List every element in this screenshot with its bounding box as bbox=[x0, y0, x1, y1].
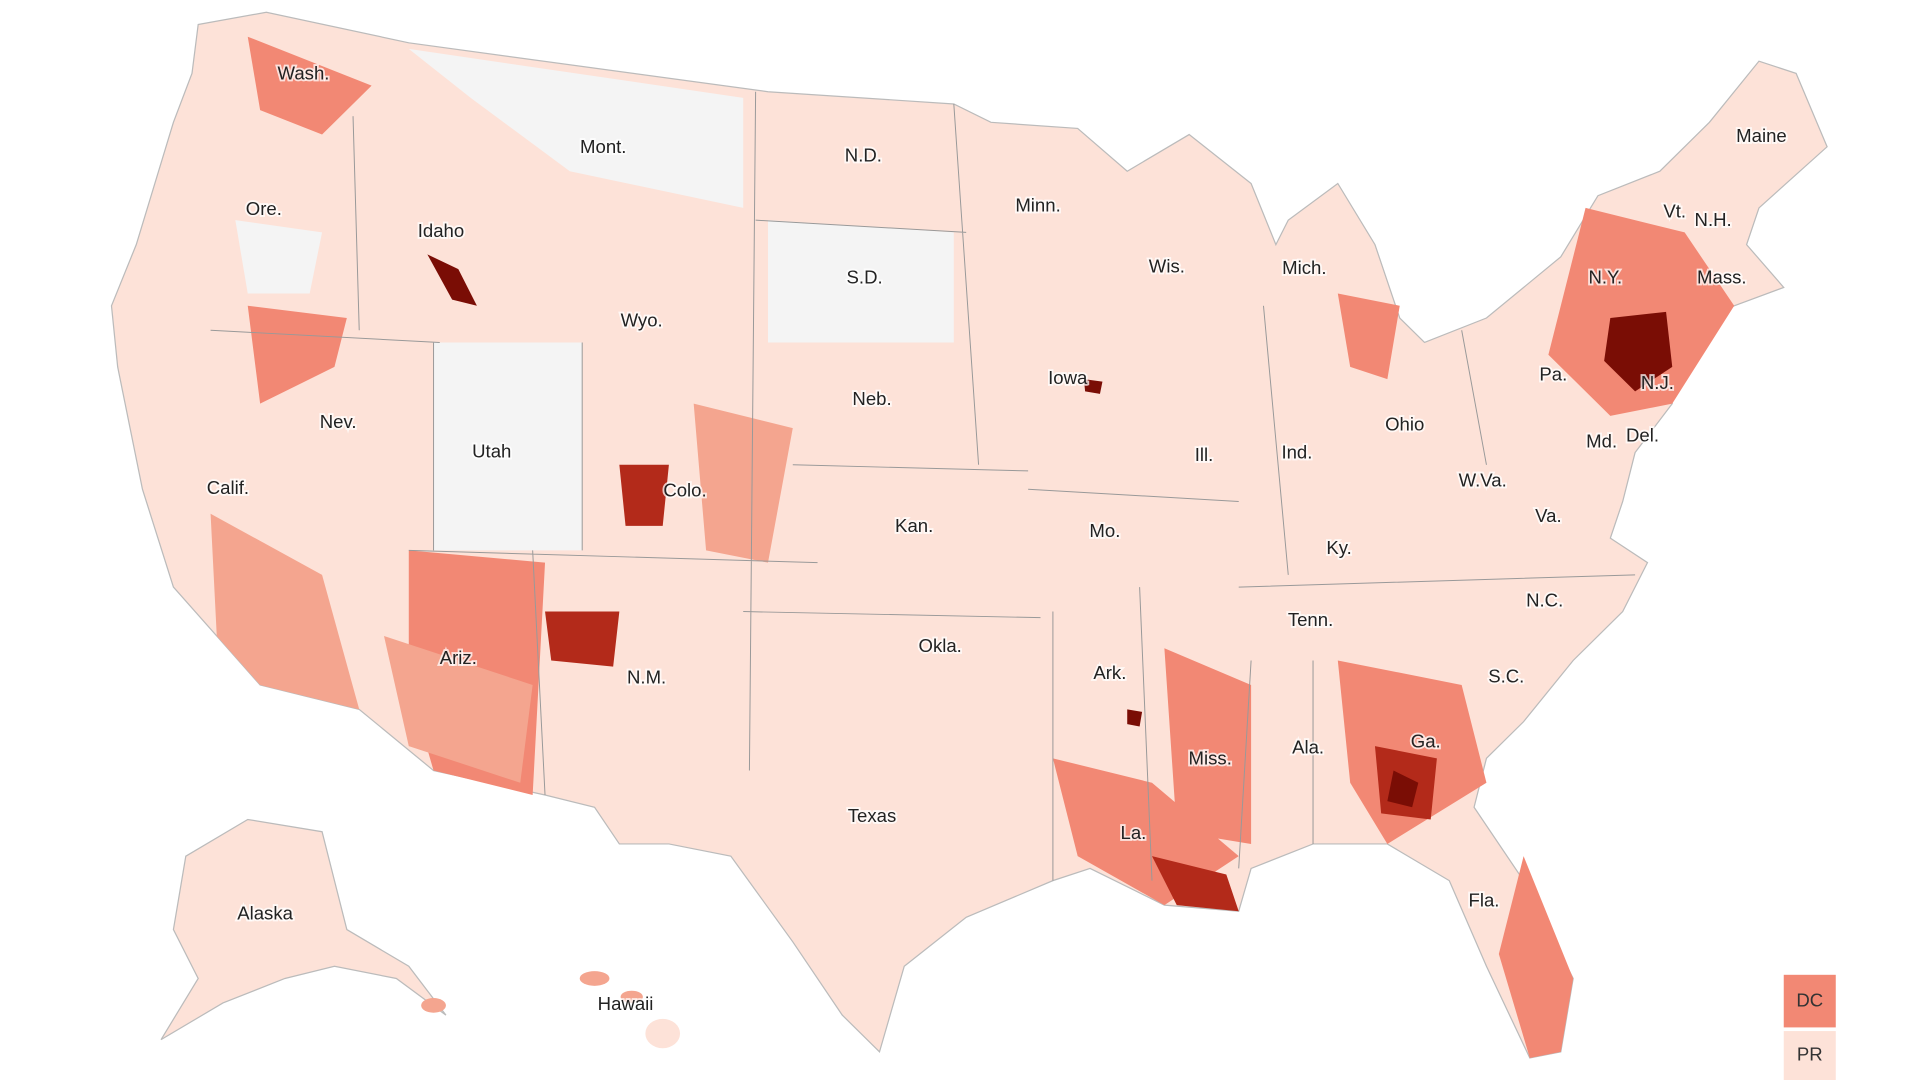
state-label: W.Va. bbox=[1459, 470, 1507, 491]
state-label: Alaska bbox=[237, 903, 293, 924]
state-label: S.D. bbox=[847, 267, 883, 288]
state-label: Md. bbox=[1586, 431, 1617, 452]
hawaii bbox=[421, 971, 681, 1049]
state-label: Hawaii bbox=[598, 993, 654, 1014]
state-label: Va. bbox=[1535, 505, 1561, 526]
patches bbox=[210, 36, 1735, 1058]
state-label: Pa. bbox=[1539, 363, 1567, 384]
state-label: N.C. bbox=[1526, 590, 1563, 611]
state-label: Ala. bbox=[1292, 736, 1324, 757]
state-label: Wash. bbox=[278, 63, 330, 84]
state-label: Texas bbox=[848, 805, 897, 826]
state-label: Ariz. bbox=[440, 647, 477, 668]
state-label: N.H. bbox=[1695, 209, 1732, 230]
state-label: Calif. bbox=[207, 477, 249, 498]
land bbox=[110, 11, 1828, 1059]
state-label: Ark. bbox=[1093, 662, 1126, 683]
state-label: Maine bbox=[1736, 125, 1787, 146]
state-label: Ore. bbox=[246, 198, 282, 219]
state-label: La. bbox=[1121, 822, 1147, 843]
state-label: Utah bbox=[472, 441, 511, 462]
contiguous-us bbox=[110, 11, 1828, 1059]
state-label: Wyo. bbox=[621, 310, 663, 331]
state-label: Ind. bbox=[1281, 442, 1312, 463]
state-label: Wis. bbox=[1149, 256, 1185, 277]
state-label: Idaho bbox=[418, 220, 464, 241]
state-label: Ga. bbox=[1411, 730, 1441, 751]
state-label: Tenn. bbox=[1288, 609, 1333, 630]
state-label: Colo. bbox=[663, 480, 706, 501]
state-label: Mo. bbox=[1089, 520, 1120, 541]
state-label: Miss. bbox=[1189, 747, 1232, 768]
territory-label: DC bbox=[1796, 990, 1823, 1011]
state-borders bbox=[210, 91, 1636, 881]
state-label: Mich. bbox=[1282, 257, 1326, 278]
alaska bbox=[160, 818, 447, 1041]
state-label: Minn. bbox=[1015, 195, 1060, 216]
territory-boxes: DC PR bbox=[1783, 974, 1836, 1080]
pr-box bbox=[1783, 1031, 1836, 1080]
territory-label: PR bbox=[1797, 1043, 1823, 1064]
state-label: N.D. bbox=[845, 145, 882, 166]
state-label: N.M. bbox=[627, 667, 666, 688]
dc-box bbox=[1783, 974, 1836, 1028]
state-label: N.J. bbox=[1641, 372, 1674, 393]
state-label: S.C. bbox=[1488, 666, 1524, 687]
state-label: Okla. bbox=[919, 635, 962, 656]
state-label: Vt. bbox=[1663, 201, 1686, 222]
state-label: Kan. bbox=[895, 515, 933, 536]
state-label: Ohio bbox=[1385, 414, 1424, 435]
state-label: Iowa bbox=[1048, 367, 1088, 388]
state-label: N.Y. bbox=[1589, 267, 1623, 288]
state-label: Nev. bbox=[320, 411, 357, 432]
state-labels: Wash. Mont. N.D. Minn. Maine Ore. Idaho … bbox=[205, 61, 1789, 1016]
state-label: Mont. bbox=[580, 136, 626, 157]
state-label: Neb. bbox=[852, 388, 891, 409]
state-label: Ky. bbox=[1326, 537, 1351, 558]
state-label: Del. bbox=[1626, 425, 1659, 446]
state-label: Fla. bbox=[1468, 889, 1499, 910]
state-label: Mass. bbox=[1697, 267, 1747, 288]
state-label: Ill. bbox=[1195, 444, 1214, 465]
